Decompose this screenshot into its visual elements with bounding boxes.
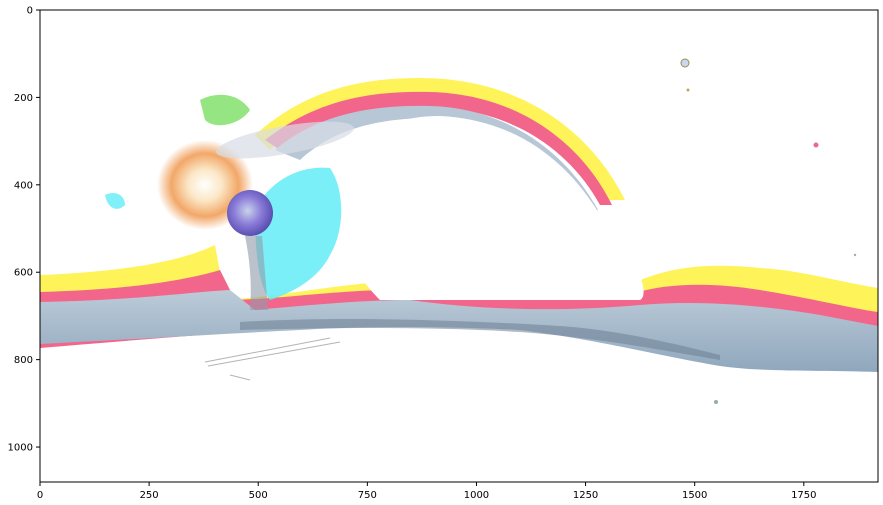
upper-arc-yellow (255, 78, 625, 200)
cyan-speckle-left (105, 193, 125, 209)
streak-lines (204, 337, 341, 381)
upper-arc-pink (265, 91, 612, 205)
horizon-band-blue (40, 290, 878, 372)
green-speckle (200, 94, 250, 126)
y-tick-label: 400 (14, 180, 33, 191)
axes-frame (39, 9, 879, 483)
star-speck (680, 58, 690, 68)
planet (227, 190, 273, 236)
x-tick-label: 500 (249, 490, 268, 501)
horizon-dark-streak (240, 319, 720, 360)
x-axis-ticks: 0 250 500 750 1000 1250 1500 1750 (37, 482, 817, 501)
x-tick-label: 1250 (573, 490, 598, 501)
cloud-streak (216, 121, 354, 159)
cyan-region (255, 167, 342, 300)
y-axis-ticks: 0 200 400 600 800 1000 (8, 6, 40, 454)
x-tick-label: 0 (37, 490, 43, 501)
x-tick-label: 1750 (791, 490, 816, 501)
x-tick-label: 250 (140, 490, 159, 501)
upper-arc-blue (275, 105, 598, 212)
y-tick-label: 0 (27, 6, 33, 17)
star-speck (813, 142, 819, 148)
x-tick-label: 1500 (682, 490, 707, 501)
y-tick-label: 1000 (8, 443, 33, 454)
plot-image (40, 10, 878, 482)
arc-white-interior (310, 116, 644, 300)
star-speck (698, 358, 702, 362)
x-tick-label: 750 (358, 490, 377, 501)
y-tick-label: 600 (14, 268, 33, 279)
star-speck (686, 88, 690, 92)
x-tick-label: 1000 (464, 490, 489, 501)
y-tick-label: 800 (14, 355, 33, 366)
planet-shadow-column (245, 236, 268, 310)
star-speck (853, 253, 857, 257)
y-tick-label: 200 (14, 93, 33, 104)
star-speck (714, 400, 718, 404)
